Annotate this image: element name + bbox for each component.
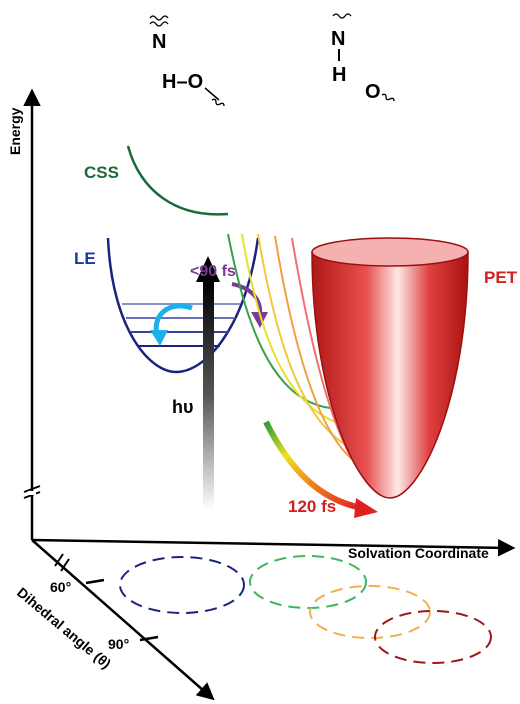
energy-label: Energy bbox=[7, 107, 23, 155]
photon-arrow bbox=[203, 280, 214, 510]
pet-label: PET bbox=[484, 268, 518, 287]
pet-cone bbox=[312, 252, 468, 498]
css-label: CSS bbox=[84, 163, 119, 182]
tick-label: 60° bbox=[50, 579, 71, 595]
mol-n-left: N bbox=[152, 31, 166, 53]
mol-n-right: N bbox=[331, 28, 345, 50]
le-label: LE bbox=[74, 249, 96, 268]
dihedral-label: Dihedral angle (θ) bbox=[14, 584, 114, 672]
projections bbox=[120, 556, 491, 663]
molecules: N H–O N H O bbox=[150, 14, 394, 106]
fast-label: <90 fs bbox=[190, 263, 236, 280]
mol-ho-left: H–O bbox=[162, 71, 203, 93]
css-curve bbox=[128, 146, 228, 214]
mol-h-right: H bbox=[332, 64, 346, 86]
mol-o-right: O bbox=[365, 81, 381, 103]
slow-label: 120 fs bbox=[288, 497, 336, 516]
tick-label: 90° bbox=[108, 636, 129, 652]
diagram: N H–O N H O Energy Solvation Coordinate … bbox=[0, 0, 520, 704]
solvation-label: Solvation Coordinate bbox=[348, 545, 489, 561]
photon-label: hυ bbox=[172, 397, 193, 417]
